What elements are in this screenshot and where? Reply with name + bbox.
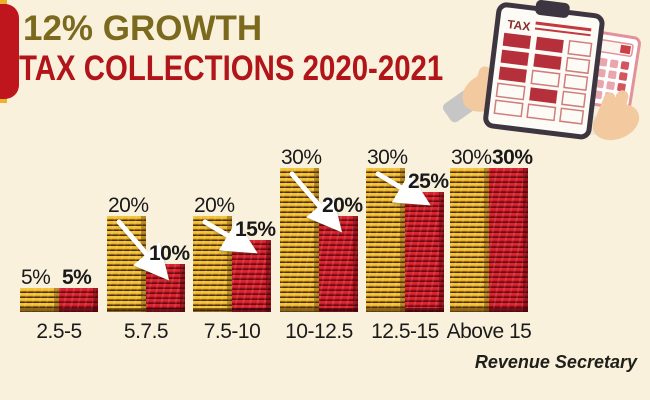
clipboard-tax-label: TAX — [506, 17, 531, 34]
rate-decrease-arrow-icon — [202, 219, 258, 254]
accent-strip-red — [0, 4, 19, 99]
old-rate-label: 30% — [451, 146, 492, 169]
old-rate-label: 20% — [108, 194, 149, 217]
old-rate-label: 30% — [367, 146, 408, 169]
new-rate-label: 10% — [149, 242, 190, 265]
rate-decrease-arrow-icon — [289, 171, 343, 233]
tax-slab-bar-chart: 5% 5% 2.5-5 20% 10% 5.7.5 20% 15% 7.5-10 30% 20% 10… — [0, 130, 650, 355]
category-label: 5.7.5 — [123, 320, 169, 343]
old-rate-label: 30% — [281, 146, 322, 169]
new-rate-label: 25% — [408, 170, 449, 193]
bar-new-rate — [59, 288, 98, 312]
rate-decrease-arrow-icon — [116, 219, 170, 281]
rate-decrease-arrow-icon — [375, 171, 431, 206]
new-rate-label: 5% — [62, 266, 92, 289]
right-hand — [592, 90, 640, 141]
tax-clipboard-calculator-illustration: TAX — [442, 0, 641, 141]
category-label: 12.5-15 — [371, 320, 439, 343]
category-label: Above 15 — [446, 320, 532, 343]
old-rate-label: 5% — [21, 266, 51, 289]
bar-new-rate — [405, 192, 444, 312]
headline-tax-collections: TAX COLLECTIONS 2020-2021 — [19, 49, 444, 88]
category-label: 2.5-5 — [36, 320, 82, 343]
bar-old-rate — [280, 168, 319, 312]
source-credit: Revenue Secretary — [474, 352, 637, 372]
bar-old-rate — [450, 168, 489, 312]
tax-clipboard: TAX — [483, 0, 605, 140]
bar-old-rate — [20, 288, 59, 312]
new-rate-label: 20% — [322, 194, 363, 217]
new-rate-label: 15% — [235, 218, 276, 241]
headline-growth: 12% GROWTH — [23, 9, 263, 48]
category-label: 10-12.5 — [285, 320, 353, 343]
old-rate-label: 20% — [194, 194, 235, 217]
clipboard-grid — [493, 32, 593, 125]
bar-new-rate — [489, 168, 528, 312]
new-rate-label: 30% — [492, 146, 533, 169]
category-label: 7.5-10 — [203, 320, 261, 343]
